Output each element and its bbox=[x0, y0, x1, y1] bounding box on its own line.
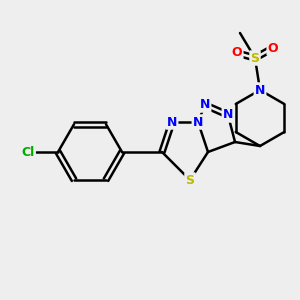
Text: N: N bbox=[167, 116, 177, 128]
Text: N: N bbox=[200, 98, 210, 112]
Text: O: O bbox=[268, 41, 278, 55]
Text: S: S bbox=[250, 52, 260, 64]
Text: N: N bbox=[223, 109, 233, 122]
Text: O: O bbox=[232, 46, 242, 59]
Text: N: N bbox=[255, 83, 265, 97]
Text: Cl: Cl bbox=[21, 146, 34, 158]
Text: S: S bbox=[185, 173, 194, 187]
Text: N: N bbox=[193, 116, 203, 128]
